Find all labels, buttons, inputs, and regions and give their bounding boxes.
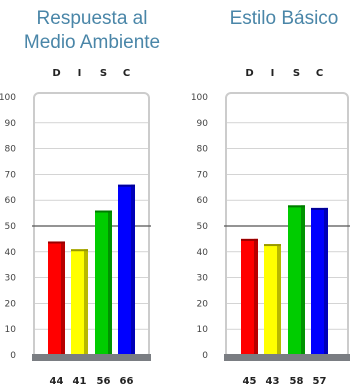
y-tick-label: 0 [10, 351, 16, 361]
y-tick-label: 20 [197, 299, 209, 309]
bar-cap [241, 238, 258, 241]
bar-cap [118, 184, 135, 187]
bar-cap [264, 244, 281, 247]
bar-S [288, 205, 305, 355]
bar-cap [311, 207, 328, 210]
y-tick-label: 30 [197, 274, 209, 284]
bar-C [311, 207, 328, 355]
disc-chart-2: Estilo Básico 0 10 20 30 40 50 60 70 80 90 100 D 45 I 4… [191, 8, 350, 386]
bar-cap [71, 249, 88, 252]
value-label-I: 43 [266, 376, 280, 386]
bar-I [71, 249, 88, 355]
bar-shade [84, 249, 88, 355]
y-tick-label: 90 [197, 119, 209, 129]
bar-D [241, 238, 258, 355]
bar-face [118, 184, 135, 355]
y-tick-label: 30 [5, 274, 17, 284]
category-letter-S: S [293, 68, 300, 79]
y-tick-label: 100 [0, 93, 16, 103]
chart-title-line: Estilo Básico [230, 8, 339, 29]
value-label-S: 58 [290, 376, 304, 386]
chart-title-line: Respuesta al [37, 8, 148, 29]
bar-shade [277, 244, 281, 355]
bar-shade [301, 205, 305, 355]
y-tick-label: 50 [197, 222, 209, 232]
bar-D [48, 241, 65, 355]
y-tick-label: 40 [5, 248, 17, 258]
value-label-I: 41 [73, 376, 87, 386]
category-letter-S: S [100, 68, 107, 79]
chart-title-line: Medio Ambiente [24, 32, 160, 53]
y-tick-label: 70 [197, 170, 209, 180]
bar-face [241, 238, 258, 355]
bar-shade [108, 210, 112, 355]
bar-cap [95, 210, 112, 213]
y-tick-label: 70 [5, 170, 17, 180]
chart-base [32, 354, 151, 361]
y-tick-label: 10 [197, 325, 209, 335]
category-letter-D: D [52, 68, 60, 79]
bar-face [288, 205, 305, 355]
bar-face [71, 249, 88, 355]
value-label-C: 57 [313, 376, 327, 386]
y-tick-label: 100 [191, 93, 208, 103]
bar-face [48, 241, 65, 355]
category-letter-D: D [245, 68, 253, 79]
y-tick-label: 0 [202, 351, 208, 361]
bar-C [118, 184, 135, 355]
category-letter-I: I [78, 68, 82, 79]
y-tick-label: 60 [197, 196, 209, 206]
y-tick-label: 50 [5, 222, 17, 232]
bar-cap [288, 205, 305, 208]
bar-cap [48, 241, 65, 244]
y-tick-label: 90 [5, 119, 17, 129]
y-tick-label: 60 [5, 196, 17, 206]
bar-face [95, 210, 112, 355]
bar-face [311, 207, 328, 355]
bar-shade [61, 241, 65, 355]
category-letter-I: I [271, 68, 275, 79]
value-label-D: 44 [50, 376, 64, 386]
category-letter-C: C [316, 68, 323, 79]
disc-chart-1: Respuesta al Medio Ambiente 0 10 20 30 40 50 60 7… [0, 8, 160, 386]
bar-face [264, 244, 281, 355]
y-tick-label: 10 [5, 325, 17, 335]
bar-I [264, 244, 281, 355]
y-tick-label: 40 [197, 248, 209, 258]
bar-shade [254, 238, 258, 355]
value-label-D: 45 [243, 376, 257, 386]
bar-shade [324, 207, 328, 355]
y-tick-label: 80 [5, 145, 17, 155]
value-label-C: 66 [120, 376, 134, 386]
bar-S [95, 210, 112, 355]
chart-base [224, 354, 350, 361]
bar-shade [131, 184, 135, 355]
value-label-S: 56 [97, 376, 111, 386]
category-letter-C: C [123, 68, 130, 79]
y-tick-label: 20 [5, 299, 17, 309]
y-tick-label: 80 [197, 145, 209, 155]
